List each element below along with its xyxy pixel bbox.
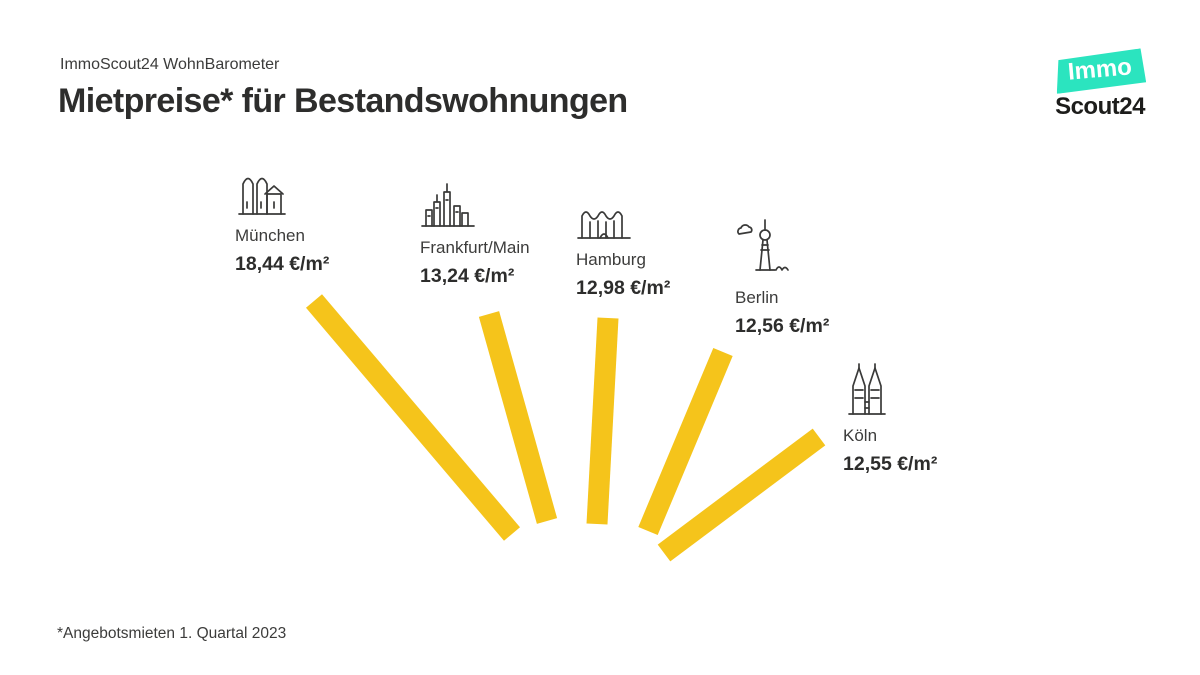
fernsehturm-berlin-icon	[735, 218, 829, 278]
ray-frankfurt	[478, 311, 558, 524]
city-name: Hamburg	[576, 250, 646, 269]
kicker-text: ImmoScout24 WohnBarometer	[60, 56, 280, 73]
immoscout24-logo: Immo Scout24	[1052, 52, 1148, 121]
city-price: 12,55 €/m²	[843, 453, 938, 475]
dom-koeln-icon	[843, 360, 937, 416]
city-block-muenchen: München 18,44 €/m²	[235, 168, 329, 276]
city-block-berlin: Berlin 12,56 €/m²	[735, 218, 829, 338]
city-price: 12,98 €/m²	[576, 277, 671, 299]
city-block-koeln: Köln 12,55 €/m²	[843, 360, 937, 476]
city-name: Berlin	[735, 288, 779, 307]
city-price: 12,56 €/m²	[735, 315, 830, 337]
city-name: Frankfurt/Main	[420, 238, 530, 257]
city-price: 13,24 €/m²	[420, 265, 515, 287]
city-block-hamburg: Hamburg 12,98 €/m²	[576, 192, 670, 300]
city-name: Köln	[843, 426, 878, 445]
logo-scout-text: Scout24	[1055, 93, 1145, 120]
page-title: Mietpreise* für Bestandswohnungen	[58, 82, 628, 120]
footnote-text: *Angebotsmieten 1. Quartal 2023	[57, 625, 287, 642]
city-block-frankfurt: Frankfurt/Main 13,24 €/m²	[420, 180, 530, 288]
elbphilharmonie-hamburg-icon	[576, 192, 670, 240]
ray-berlin	[638, 347, 733, 536]
ray-muenchen	[305, 294, 521, 541]
ray-hamburg	[586, 317, 619, 525]
skyline-frankfurt-icon	[420, 180, 530, 228]
frauenkirche-muenchen-icon	[235, 168, 329, 216]
city-name: München	[235, 226, 305, 245]
ray-koeln	[657, 428, 826, 562]
city-price: 18,44 €/m²	[235, 253, 330, 275]
